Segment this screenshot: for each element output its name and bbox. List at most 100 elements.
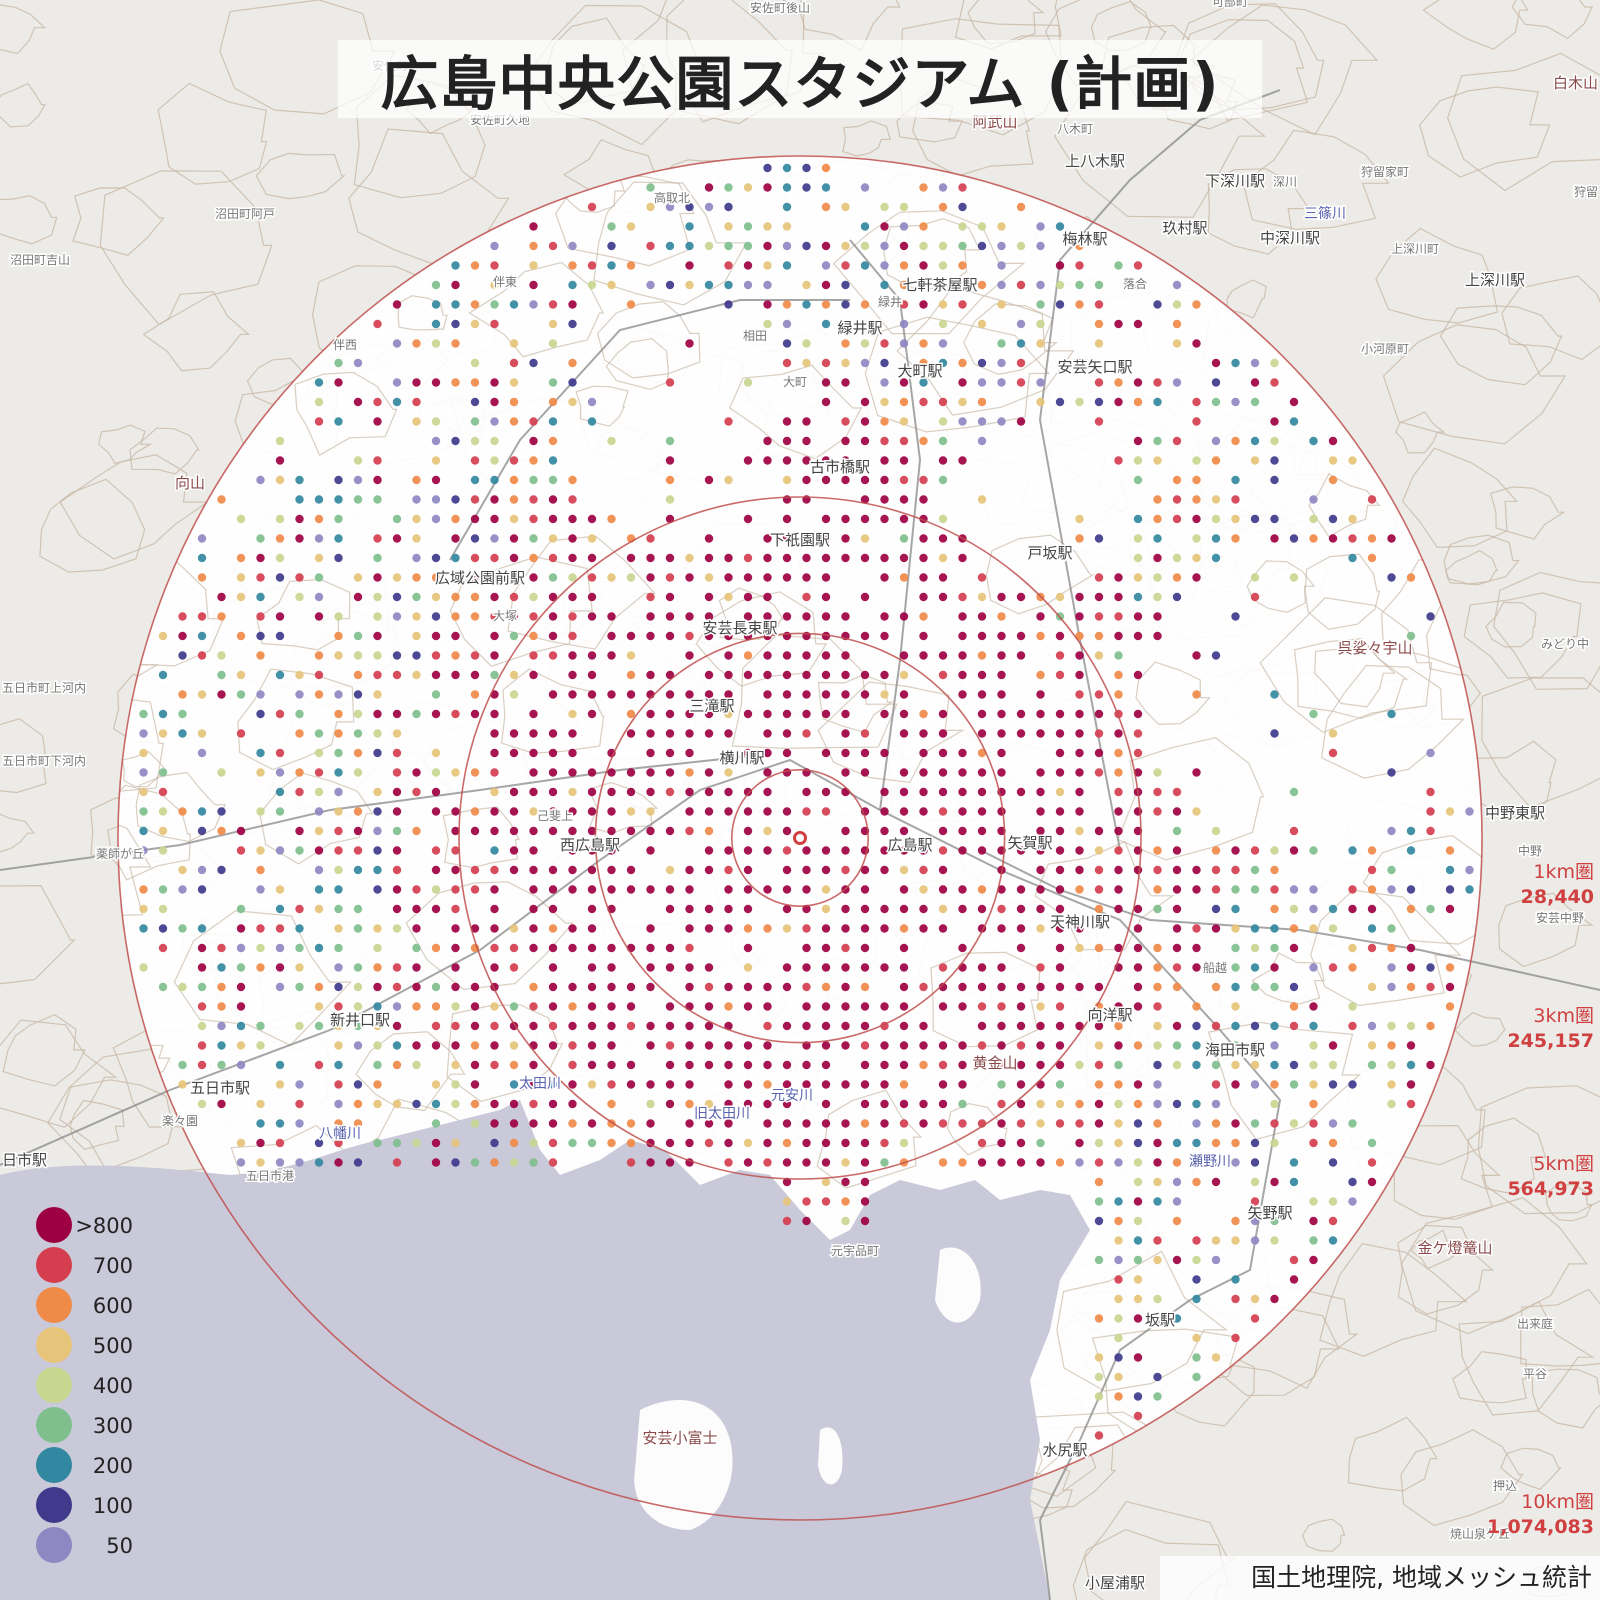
mesh-dot [1172,826,1182,836]
mesh-dot [646,631,655,641]
mesh-dot [1309,1236,1318,1245]
mesh-dot [646,202,655,212]
mesh-dot [1289,1158,1299,1167]
mesh-dot [685,202,694,212]
mesh-dot [568,768,577,777]
mesh-dot [529,358,538,368]
mesh-dot [1250,943,1260,953]
mesh-dot [1387,534,1396,543]
stadium-center-marker[interactable] [793,831,807,845]
mesh-dot [685,787,694,797]
mesh-dot [490,436,499,446]
mesh-dot [743,709,753,719]
mesh-dot [373,319,382,329]
mesh-dot [373,963,382,972]
place-label: 西広島駅 [560,836,620,854]
mesh-dot [1036,924,1045,933]
mesh-dot [1016,339,1026,348]
mesh-dot [977,573,987,582]
mesh-dot [334,709,343,719]
mesh-dot [1270,943,1279,953]
mesh-dot [607,631,616,641]
mesh-dot [919,982,928,992]
mesh-dot [763,1138,772,1148]
mesh-dot [1094,865,1104,875]
mesh-dot [958,748,967,758]
mesh-dot [704,865,714,875]
mesh-dot [509,534,519,543]
mesh-dot [1133,729,1143,738]
mesh-dot [1250,963,1260,972]
mesh-dot [334,1080,343,1089]
mesh-dot [373,397,382,407]
place-label: 可部町 [1212,0,1248,9]
contour-line [1531,1368,1600,1429]
mesh-dot [1094,612,1104,621]
mesh-dot [1114,1314,1123,1323]
mesh-dot [509,846,519,855]
mesh-dot [802,183,811,192]
mesh-dot [470,690,480,699]
mesh-dot [724,690,733,699]
mesh-dot [899,1041,909,1050]
mesh-dot [334,1158,343,1167]
mesh-dot [1289,417,1299,426]
mesh-dot [782,963,792,972]
mesh-dot [821,807,831,816]
mesh-dot [412,924,421,933]
mesh-dot [412,787,421,797]
mesh-dot [431,846,441,855]
contour-line [1463,592,1582,679]
mesh-dot [314,553,324,563]
mesh-dot [529,456,538,465]
mesh-dot [392,1099,402,1109]
place-label: 安佐町後山 [750,0,810,15]
mesh-dot [1133,514,1143,524]
mesh-dot [568,1099,577,1109]
mesh-dot [470,807,480,816]
mesh-dot [529,768,538,777]
mesh-dot [1348,1119,1357,1128]
mesh-dot [451,885,460,894]
mesh-dot [880,1041,889,1050]
place-label: 八幡川 [319,1126,361,1142]
mesh-dot [1270,475,1279,485]
mesh-dot [470,436,480,446]
mesh-dot [353,904,363,914]
mesh-dot [841,1080,850,1089]
mesh-dot [743,1138,753,1148]
place-label: 安芸中野 [1536,910,1584,925]
mesh-dot [548,319,558,329]
mesh-dot [1094,417,1104,426]
mesh-dot [860,261,870,270]
contour-line [1242,129,1390,231]
mesh-dot [178,1080,187,1089]
mesh-dot [763,1099,772,1109]
mesh-dot [1075,300,1084,309]
mesh-dot [958,1158,967,1167]
contour-line [1452,1350,1527,1404]
mesh-dot [1075,924,1084,933]
mesh-dot [275,573,285,582]
mesh-dot [1094,378,1104,387]
mesh-dot [743,826,753,836]
contour-line [237,668,355,771]
contour-line [1117,737,1265,861]
mesh-dot [490,514,499,524]
mesh-dot [451,495,460,504]
mesh-dot [236,592,246,602]
mesh-dot [724,417,733,426]
mesh-dot [1211,1158,1221,1167]
mesh-dot [997,748,1006,758]
mesh-dot [548,1119,558,1128]
place-label: 坂駅 [1145,1311,1175,1329]
mesh-dot [743,378,753,387]
mesh-dot [373,709,382,719]
mesh-dot [295,924,304,933]
mesh-dot [1016,1041,1026,1050]
mesh-dot [1016,709,1026,719]
mesh-dot [919,787,928,797]
mesh-dot [997,1099,1006,1109]
place-label: 沼田町吉山 [10,253,70,267]
